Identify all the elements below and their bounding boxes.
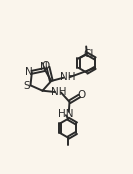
Text: NH: NH xyxy=(60,72,75,82)
Text: N: N xyxy=(25,67,32,77)
Text: O: O xyxy=(78,90,86,100)
Text: Cl: Cl xyxy=(83,49,93,60)
Text: S: S xyxy=(24,81,30,91)
Text: O: O xyxy=(41,61,50,70)
Text: N: N xyxy=(40,62,48,72)
Text: NH: NH xyxy=(51,87,66,97)
Text: HN: HN xyxy=(58,109,73,119)
